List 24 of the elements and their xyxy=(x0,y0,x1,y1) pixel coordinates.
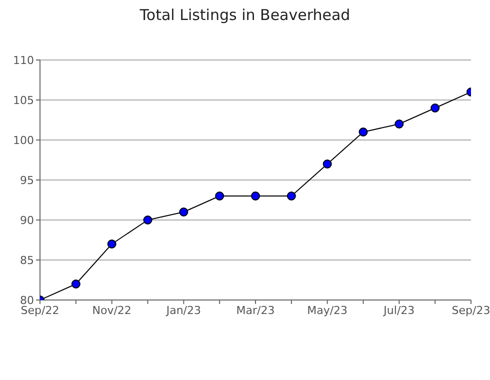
x-tick-label: Nov/22 xyxy=(92,304,132,317)
point xyxy=(322,160,332,168)
point xyxy=(251,192,260,200)
x-tick-label: Jan/23 xyxy=(165,304,202,317)
x-tick-label: Mar/23 xyxy=(236,304,275,317)
point xyxy=(179,208,188,216)
point xyxy=(430,104,440,112)
point xyxy=(394,120,404,128)
point xyxy=(358,128,368,136)
point xyxy=(286,192,296,200)
y-tick-label: 110 xyxy=(13,54,34,67)
point xyxy=(143,216,152,224)
y-tick-label: 100 xyxy=(13,134,34,147)
x-tick-label: Jul/23 xyxy=(382,304,415,317)
point xyxy=(107,240,116,248)
chart-title: Total Listings in Beaverhead xyxy=(138,6,352,24)
point xyxy=(215,192,224,200)
x-tick-label: Sep/23 xyxy=(452,304,490,317)
y-tick-label: 85 xyxy=(20,254,34,267)
x-tick-label: May/23 xyxy=(307,304,348,317)
y-tick-label: 90 xyxy=(20,214,34,227)
y-tick-label: 95 xyxy=(20,174,34,187)
point xyxy=(71,280,80,288)
y-tick-label: 105 xyxy=(13,94,34,107)
